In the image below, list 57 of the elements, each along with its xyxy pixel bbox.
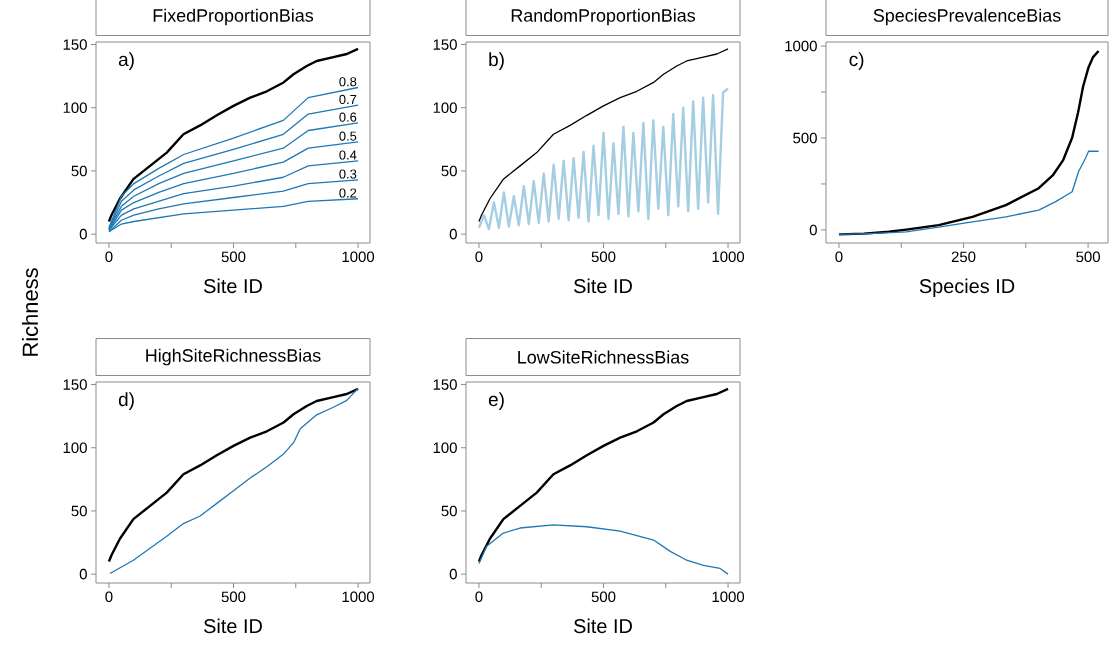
series-label: 0.4	[339, 150, 357, 160]
x-tick-label: 1000	[712, 591, 745, 603]
chart-title: FixedProportionBias	[153, 8, 314, 26]
x-axis-title: Species ID	[919, 278, 1015, 298]
annotation: b)	[489, 52, 504, 70]
series-label: 0.6	[339, 112, 357, 122]
y-tick-label: 100	[63, 442, 87, 454]
x-tick-label: 1000	[712, 251, 745, 263]
x-tick-label: 500	[591, 591, 616, 603]
x-axis-title: Site ID	[204, 278, 262, 294]
y-tick-label: 100	[63, 102, 87, 114]
x-tick-label: 0	[475, 591, 483, 603]
series-label: 0.5	[339, 131, 357, 141]
y-tick-label: 500	[793, 132, 817, 144]
x-tick-label: 500	[1076, 251, 1100, 263]
x-tick-label: 1000	[342, 591, 375, 603]
y-tick-label: 0	[809, 224, 817, 236]
x-tick-label: 500	[591, 251, 616, 263]
y-tick-label: 0	[449, 228, 457, 240]
x-tick-label: 500	[221, 591, 246, 603]
x-axis-title: Site ID	[204, 618, 262, 634]
y-tick-label: 150	[63, 39, 87, 50]
y-tick-label: 50	[71, 165, 87, 177]
series-label: 0.8	[339, 77, 357, 87]
x-tick-label: 0	[105, 591, 113, 603]
y-tick-label: 50	[71, 505, 87, 517]
x-tick-label: 1000	[342, 251, 375, 263]
series-label: 0.3	[339, 169, 357, 179]
x-tick-label: 0	[475, 251, 483, 263]
x-axis-title: Site ID	[574, 618, 632, 634]
y-tick-label: 50	[441, 165, 457, 177]
x-tick-label: 0	[105, 251, 113, 263]
annotation: d)	[118, 392, 134, 410]
x-tick-label: 500	[221, 251, 246, 263]
x-tick-label: 250	[951, 251, 976, 263]
y-tick-label: 1000	[785, 40, 817, 52]
y-tick-label: 0	[79, 568, 87, 580]
y-tick-label: 150	[433, 379, 457, 390]
y-tick-label: 100	[433, 442, 457, 454]
chart-title: LowSiteRichnessBias	[518, 350, 689, 364]
y-tick-label: 50	[441, 505, 457, 517]
x-tick-label: 0	[835, 251, 843, 263]
annotation: e)	[488, 392, 504, 410]
y-tick-label: 150	[433, 39, 457, 50]
series-label: 0.7	[339, 94, 357, 104]
y-tick-label: 0	[79, 228, 87, 240]
chart-title: RandomProportionBias	[511, 8, 696, 26]
y-axis-title: Richness	[21, 268, 39, 356]
series-label: 0.2	[339, 188, 357, 198]
chart-title: SpeciesPrevalenceBias	[873, 8, 1061, 26]
y-tick-label: 100	[433, 102, 457, 114]
annotation: a)	[118, 52, 134, 70]
y-tick-label: 0	[449, 568, 457, 580]
x-axis-title: Site ID	[574, 278, 632, 294]
chart-title: HighSiteRichnessBias	[146, 348, 321, 366]
y-tick-label: 150	[63, 379, 87, 390]
annotation: c)	[849, 52, 864, 70]
